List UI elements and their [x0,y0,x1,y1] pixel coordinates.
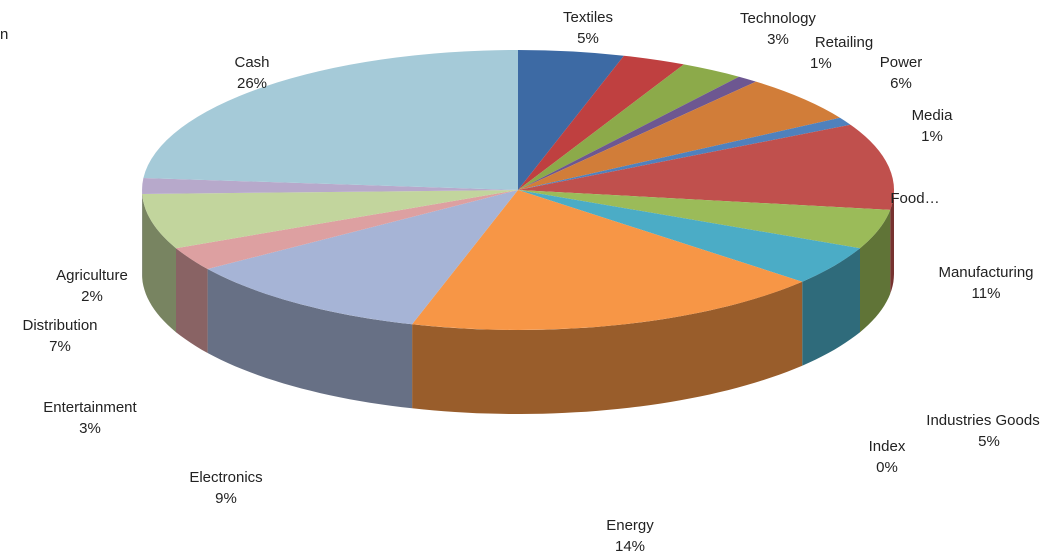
clipped-label-fragment: n [0,26,9,43]
slice-label-power-name: Power [879,54,923,71]
slice-label-electronics-pct: 9% [215,490,237,507]
slice-label-manufacturing: Manufacturing 11% [912,262,1059,304]
slice-food [518,124,894,210]
slice-energy [412,190,803,330]
slice-label-energy-name: Energy [606,517,654,534]
slice-side-manufacturing [860,209,891,333]
slice-label-electronics-name: Electronics [189,469,263,486]
slice-label-index-pct: 0% [876,459,898,476]
pie-sides [142,190,894,414]
slice-label-food: Food… [880,188,950,209]
slice-side-distribution [142,194,176,333]
slice-label-textiles-pct: 5% [577,30,599,47]
slice-label-index: Index 0% [852,436,922,478]
slice-label-manufacturing-pct: 11% [971,285,1001,302]
slice-media [518,117,851,190]
slice-cash [143,50,518,190]
slice-label-retailing: Retailing 1% [800,32,888,74]
slice-label-media: Media 1% [896,105,968,147]
slice-side-food [890,190,894,294]
slice-industries-goods [518,190,860,282]
slice-label-agriculture-name: Agriculture [56,267,128,284]
slice-label-entertainment: Entertainment 3% [20,397,160,439]
slice-electronics [207,190,518,325]
slice-label-manufacturing-name: Manufacturing [938,264,1034,281]
slice-label-cash: Cash 26% [222,52,282,94]
slice-label-retailing-name: Retailing [814,34,874,51]
slice-label-power-pct: 6% [890,75,912,92]
slice-label-cash-pct: 26% [236,75,268,92]
slice-label-electronics: Electronics 9% [171,467,281,509]
slice-label-energy-pct: 14% [614,538,646,555]
slice-side-industries-goods [802,248,860,366]
slice-distribution [142,190,518,249]
slice-technology [518,64,739,190]
slice-label-industries-goods: Industries Goods 5% [906,410,1059,452]
slice-label-textiles-name: Textiles [562,9,614,26]
slice-retailing [518,76,756,190]
slice-label-retailing-pct: 1% [810,55,832,72]
slice-label-distribution-name: Distribution [22,317,98,334]
slice-label-industries-goods-pct: 5% [978,433,1000,450]
slice-label-power: Power 6% [866,52,936,94]
slice-label-energy: Energy 14% [590,515,670,557]
slice-label-agriculture: Agriculture 2% [36,265,148,307]
slice-label-distribution: Distribution 7% [4,315,116,357]
pie-tops [142,50,894,330]
slice-label-industries-goods-name: Industries Goods [926,412,1040,429]
slice-textiles [518,50,624,190]
slice-label-entertainment-name: Entertainment [43,399,137,416]
slice-label-index-name: Index [868,438,906,455]
slice-label-technology: Technology 3% [722,8,834,50]
slice-label-agriculture-pct: 2% [81,288,103,305]
slice-power [518,81,840,190]
slice-label-distribution-pct: 7% [49,338,71,355]
slice-label-textiles: Textiles 5% [548,7,628,49]
slice-label-entertainment-pct: 3% [79,420,101,437]
slice-label-media-name: Media [911,107,953,124]
slice-side-energy [412,281,803,414]
slice-label-food-name: Food… [890,190,940,207]
slice-entertainment [176,190,518,269]
slice-label-technology-name: Technology [740,10,816,27]
slice-unlabeled-1 [518,55,684,191]
slice-label-cash-name: Cash [234,54,270,71]
slice-agriculture [142,178,518,194]
slice-side-electronics [207,269,413,409]
slice-side-entertainment [176,248,208,353]
slice-label-technology-pct: 3% [767,31,789,48]
slice-manufacturing [518,190,891,249]
slice-label-media-pct: 1% [921,128,943,145]
